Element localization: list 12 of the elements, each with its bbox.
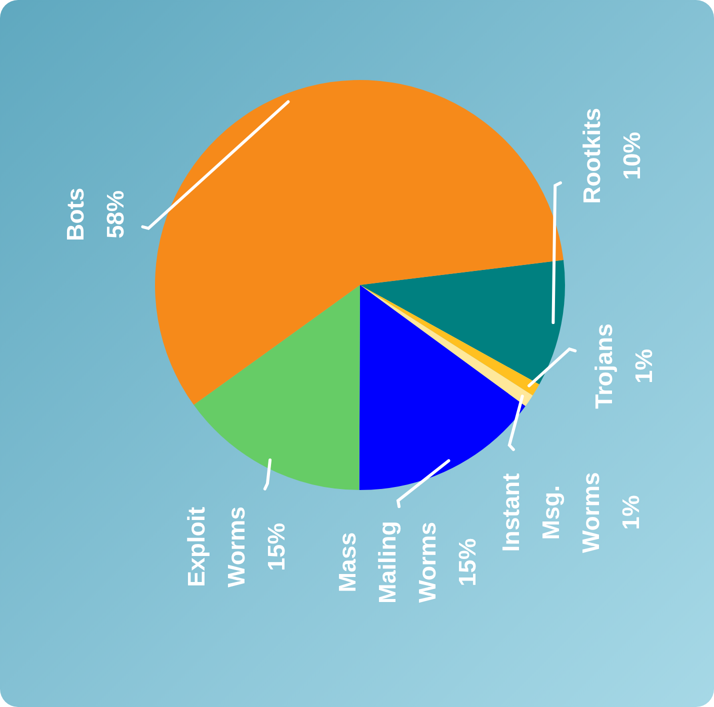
slice-label: Exploit Worms — [183, 506, 250, 588]
data-label: 1% — [631, 348, 658, 384]
slice-label: Rootkits — [579, 108, 606, 204]
data-label: 10% — [619, 132, 646, 180]
data-label: 15% — [454, 538, 482, 586]
data-label: 1% — [618, 495, 645, 530]
data-label: 15% — [263, 522, 290, 571]
slice-label: Mass Mailing Worms — [334, 520, 442, 604]
data-label: 58% — [102, 190, 130, 238]
slice-label: Instant Msg. Worms — [498, 472, 605, 554]
slice-label: Bots — [62, 188, 90, 242]
slice-label: Trojans — [591, 324, 618, 409]
